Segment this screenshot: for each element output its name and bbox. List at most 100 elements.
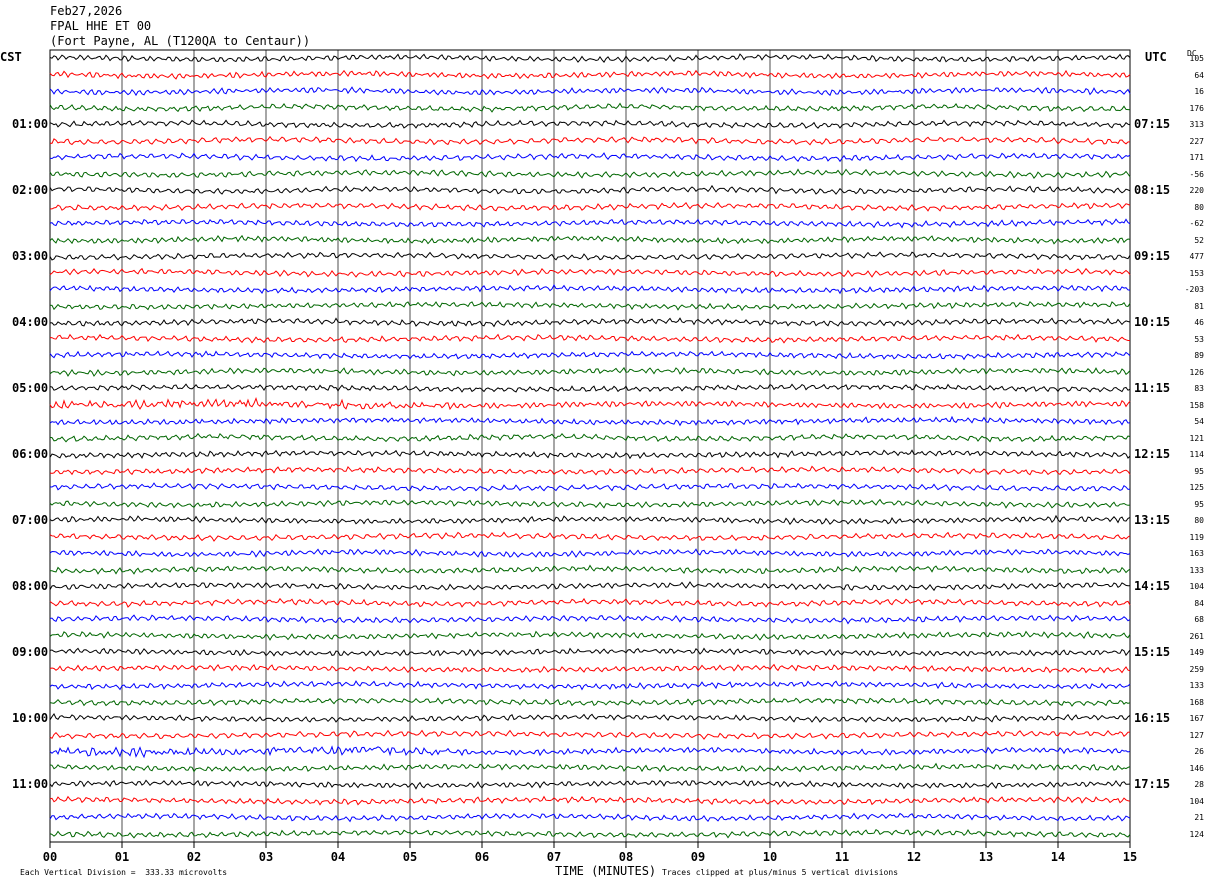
x-tick-label: 03 xyxy=(259,850,273,864)
dc-offset-value: 105 xyxy=(1189,54,1204,64)
seismic-trace xyxy=(49,514,1131,526)
dc-offset-value: 149 xyxy=(1189,648,1204,658)
seismic-trace xyxy=(49,333,1130,344)
cst-hour-label: 03:00 xyxy=(12,249,49,264)
dc-offset-value: 95 xyxy=(1194,499,1204,509)
seismic-trace xyxy=(49,729,1131,740)
seismic-trace xyxy=(49,597,1131,608)
x-tick-label: 11 xyxy=(835,850,849,864)
seismic-trace xyxy=(49,465,1131,476)
seismic-trace xyxy=(49,53,1131,63)
plot-frame xyxy=(49,49,1131,843)
utc-hour-label: 14:15 xyxy=(1134,579,1171,594)
utc-hour-label: 17:15 xyxy=(1134,777,1171,792)
seismic-trace xyxy=(49,779,1131,790)
seismic-trace xyxy=(49,69,1131,80)
x-tick-label: 06 xyxy=(475,850,489,864)
dc-offset-value: 119 xyxy=(1189,532,1204,542)
dc-offset-value: 124 xyxy=(1189,829,1204,839)
cst-axis-title: CST xyxy=(0,50,22,64)
cst-hour-label: 01:00 xyxy=(12,117,49,132)
dc-offset-value: 227 xyxy=(1189,136,1204,146)
seismic-trace xyxy=(49,251,1131,261)
dc-offset-value: -56 xyxy=(1189,169,1204,179)
dc-offset-value: 176 xyxy=(1189,103,1204,113)
dc-offset-value: 21 xyxy=(1194,813,1204,823)
dc-offset-value: 158 xyxy=(1189,400,1204,410)
dc-offset-value: 80 xyxy=(1194,202,1204,212)
dc-offset-value: 220 xyxy=(1189,186,1204,196)
dc-offset-value: -203 xyxy=(1184,285,1204,295)
seismic-trace xyxy=(49,119,1131,129)
x-tick-label: 15 xyxy=(1123,850,1137,864)
dc-offset-value: 68 xyxy=(1194,615,1204,625)
seismic-trace xyxy=(49,647,1131,657)
dc-offset-value: 114 xyxy=(1189,450,1204,460)
utc-hour-label: 11:15 xyxy=(1134,381,1171,396)
cst-hour-label: 10:00 xyxy=(12,711,49,726)
x-tick-label: 10 xyxy=(763,850,777,864)
dc-offset-value: 26 xyxy=(1194,747,1204,757)
x-tick-label: 05 xyxy=(403,850,417,864)
dc-offset-value: 53 xyxy=(1194,334,1204,344)
x-axis-title: TIME (MINUTES) xyxy=(555,864,657,878)
dc-offset-value: 313 xyxy=(1189,120,1204,130)
x-tick-label: 02 xyxy=(187,850,201,864)
seismic-trace xyxy=(49,449,1131,460)
dc-offset-value: 168 xyxy=(1189,697,1204,707)
dc-offset-value: 125 xyxy=(1189,483,1204,493)
x-tick-label: 07 xyxy=(547,850,561,864)
x-tick-label: 14 xyxy=(1051,850,1065,864)
utc-hour-label: 07:15 xyxy=(1134,117,1171,132)
dc-offset-value: 146 xyxy=(1189,763,1204,773)
utc-hour-label: 08:15 xyxy=(1134,183,1171,198)
cst-hour-label: 04:00 xyxy=(12,315,49,330)
seismic-trace xyxy=(49,581,1131,592)
seismic-trace xyxy=(49,397,1131,411)
seismic-trace xyxy=(49,283,1131,295)
dc-offset-value: 83 xyxy=(1194,384,1204,394)
x-tick-label: 09 xyxy=(691,850,705,864)
utc-hour-label: 15:15 xyxy=(1134,645,1171,660)
cst-hour-label: 09:00 xyxy=(12,645,49,660)
x-tick-label: 13 xyxy=(979,850,993,864)
header-station: FPAL HHE ET 00 xyxy=(50,19,152,33)
seismic-trace xyxy=(49,415,1131,427)
seismic-trace xyxy=(49,663,1131,674)
seismic-trace xyxy=(49,350,1131,361)
seismic-trace xyxy=(49,745,1131,759)
dc-offset-value: 64 xyxy=(1194,70,1204,80)
seismic-trace xyxy=(49,614,1131,625)
seismic-trace xyxy=(49,184,1131,195)
seismic-trace xyxy=(49,218,1131,229)
dc-offset-value: 163 xyxy=(1189,549,1204,559)
dc-offset-value: 52 xyxy=(1194,235,1204,245)
seismic-trace xyxy=(49,680,1131,691)
seismic-trace xyxy=(49,366,1131,377)
seismic-trace xyxy=(49,630,1131,641)
seismic-trace xyxy=(49,564,1131,575)
seismic-trace xyxy=(49,383,1131,393)
x-tick-label: 00 xyxy=(43,850,57,864)
dc-offset-value: 167 xyxy=(1189,714,1204,724)
cst-hour-label: 06:00 xyxy=(12,447,49,462)
seismic-trace xyxy=(49,317,1131,328)
seismic-trace xyxy=(49,102,1131,113)
cst-hour-label: 08:00 xyxy=(12,579,49,594)
dc-offset-value: 121 xyxy=(1189,433,1204,443)
seismic-trace xyxy=(49,168,1131,179)
dc-offset-value: 133 xyxy=(1189,565,1204,575)
seismic-trace xyxy=(49,498,1131,509)
utc-axis-title: UTC xyxy=(1145,50,1167,64)
seismic-trace xyxy=(49,86,1131,97)
dc-offset-value: 127 xyxy=(1189,730,1204,740)
seismic-trace xyxy=(49,713,1131,723)
x-tick-label: 01 xyxy=(115,850,129,864)
seismic-trace xyxy=(50,202,1131,212)
header-date: Feb27,2026 xyxy=(50,4,123,18)
x-tick-label: 08 xyxy=(619,850,633,864)
scale-note: Each Vertical Division = 333.33 microvol… xyxy=(20,868,228,877)
cst-hour-label: 02:00 xyxy=(12,183,49,198)
utc-hour-label: 16:15 xyxy=(1134,711,1171,726)
seismic-trace xyxy=(49,482,1131,492)
